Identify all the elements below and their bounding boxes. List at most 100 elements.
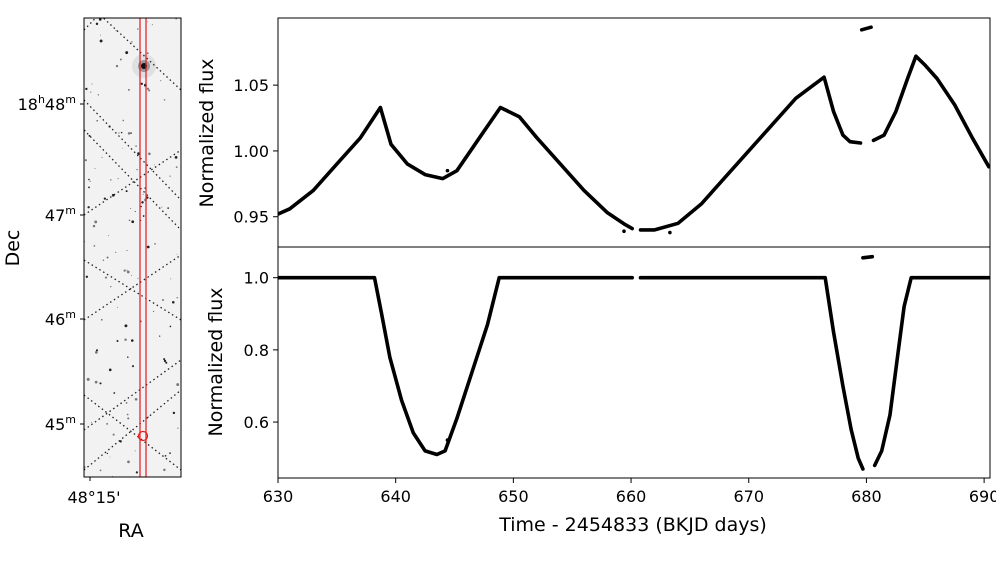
star (97, 94, 100, 96)
star (115, 64, 119, 68)
dec-tick-45m: 45m (45, 413, 84, 434)
star (101, 157, 103, 158)
star (106, 452, 108, 455)
star (134, 450, 136, 452)
star (169, 325, 172, 328)
flux-segment-1 (278, 105, 634, 231)
star (94, 168, 96, 170)
star (167, 207, 169, 209)
star (125, 401, 128, 404)
star (176, 296, 179, 299)
star (134, 210, 136, 213)
star (89, 180, 91, 182)
star (88, 186, 90, 189)
star (124, 324, 128, 328)
flux-segment-2 (638, 75, 863, 232)
star (146, 52, 149, 55)
sky-image-frame (83, 17, 182, 478)
star (123, 269, 126, 272)
star (171, 300, 175, 304)
grid-line (84, 129, 181, 231)
star (106, 256, 109, 259)
x-tick-label: 680 (851, 487, 882, 506)
svg-text:46m: 46m (45, 308, 76, 329)
x-tick-label: 690 (969, 487, 996, 506)
y-tick-label: 1.00 (233, 142, 269, 161)
grid-line (84, 99, 181, 201)
star (163, 99, 166, 101)
top-y-ticks: 0.95 1.00 1.05 (233, 76, 278, 227)
star (153, 164, 155, 166)
bottom-y-axis-label: Normalized flux (205, 287, 227, 436)
star (130, 132, 132, 134)
star (137, 277, 139, 279)
star (159, 335, 161, 337)
star (109, 456, 111, 458)
x-tick-label: 670 (733, 487, 764, 506)
star (98, 18, 102, 21)
star (151, 24, 153, 26)
sky-image-panel: 18h48m 47m 46m 45m 48°15' RA Dec (2, 17, 182, 542)
flux-segment-2 (638, 275, 865, 471)
star (127, 132, 131, 135)
star (147, 21, 148, 22)
star (163, 468, 166, 472)
star (120, 131, 123, 134)
bright-star (132, 54, 156, 78)
top-y-axis-label: Normalized flux (196, 58, 218, 207)
coordinate-grid (84, 18, 181, 471)
star (95, 351, 98, 354)
star (162, 298, 164, 301)
star (124, 338, 127, 341)
star (154, 243, 156, 245)
star (122, 119, 125, 122)
target-circle (137, 430, 149, 442)
light-curve-top-panel: 0.95 1.00 1.05 Normalized flux (196, 17, 991, 248)
dec-tick-hour: 18 (18, 95, 38, 114)
dec-tick-46m: 46m (45, 308, 84, 329)
star (122, 147, 123, 149)
y-tick-label: 0.95 (233, 208, 269, 227)
star (169, 175, 171, 177)
flux-segment-3 (859, 25, 873, 32)
flux-outlier-point (622, 229, 626, 234)
star (170, 278, 172, 280)
star (117, 178, 119, 180)
star (86, 377, 90, 381)
star (129, 207, 131, 209)
light-curve-bottom-series (278, 254, 990, 471)
star (126, 249, 128, 251)
star (164, 454, 167, 457)
star (169, 452, 171, 454)
star (127, 460, 130, 464)
star (110, 286, 112, 288)
star (125, 190, 128, 193)
flux-segment-1 (278, 275, 634, 457)
star (127, 88, 130, 91)
star (87, 206, 90, 209)
star (116, 306, 118, 308)
dec-tick-18h48m: 18h48m (18, 93, 84, 114)
star (115, 30, 117, 32)
star (118, 132, 120, 134)
star (94, 380, 98, 384)
star (126, 413, 129, 416)
star (126, 270, 130, 274)
star (88, 178, 90, 181)
star (84, 159, 87, 162)
svg-text:18h48m: 18h48m (18, 93, 76, 114)
star (99, 382, 102, 385)
star (127, 417, 130, 420)
star (90, 421, 92, 423)
ra-axis-label: RA (118, 520, 143, 542)
star (148, 89, 151, 92)
top-panel-frame (277, 17, 991, 248)
x-tick-label: 630 (263, 487, 294, 506)
light-curve-bottom-panel: 0.6 0.8 1.0 630 640 650 660 670 680 690 Normaliz… (205, 246, 996, 536)
x-tick-label: 640 (380, 487, 411, 506)
star (95, 349, 99, 352)
star (131, 365, 135, 368)
star (102, 259, 105, 261)
star (165, 361, 168, 364)
